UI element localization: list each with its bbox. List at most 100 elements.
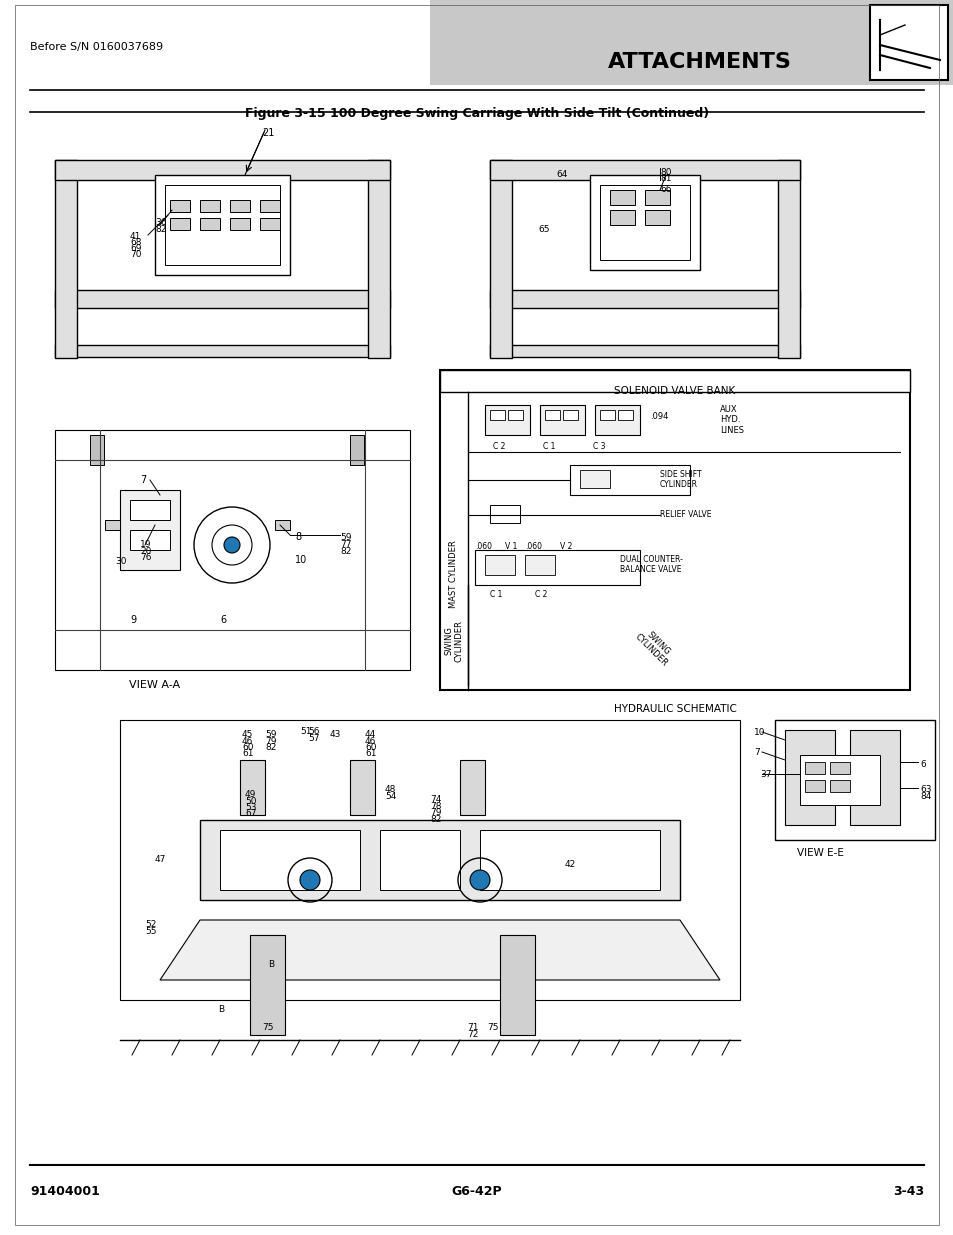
Text: RELIEF VALVE: RELIEF VALVE — [659, 510, 711, 519]
Text: SOLENOID VALVE BANK: SOLENOID VALVE BANK — [614, 387, 735, 396]
Text: 52: 52 — [145, 920, 156, 929]
Text: 77: 77 — [339, 540, 351, 550]
Text: DUAL COUNTER-
BALANCE VALVE: DUAL COUNTER- BALANCE VALVE — [619, 555, 682, 574]
Bar — [350, 760, 375, 815]
Text: .060: .060 — [524, 542, 541, 551]
Text: 82: 82 — [154, 225, 166, 233]
Text: 69: 69 — [130, 245, 141, 253]
Bar — [490, 161, 512, 358]
Bar — [784, 730, 834, 825]
Text: 41: 41 — [130, 232, 141, 241]
Bar — [800, 755, 879, 805]
Bar — [170, 200, 190, 212]
Bar — [120, 490, 180, 571]
Bar — [368, 161, 390, 358]
Bar — [579, 471, 609, 488]
Text: 10: 10 — [753, 727, 764, 737]
Bar — [479, 830, 659, 890]
Circle shape — [224, 537, 240, 553]
Bar — [562, 410, 578, 420]
Text: 49: 49 — [245, 790, 256, 799]
Bar — [569, 466, 689, 495]
Bar — [130, 530, 170, 550]
Bar — [154, 175, 290, 275]
Bar — [618, 410, 633, 420]
Text: 59: 59 — [265, 730, 276, 739]
Bar — [849, 730, 899, 825]
Text: MAST CYLINDER: MAST CYLINDER — [449, 540, 458, 608]
Text: 7: 7 — [753, 748, 759, 757]
Bar — [490, 345, 800, 357]
Bar — [55, 345, 390, 357]
Bar — [439, 370, 909, 391]
Text: 9: 9 — [130, 615, 136, 625]
Bar — [804, 762, 824, 774]
Text: 82: 82 — [265, 743, 276, 752]
Text: C 3: C 3 — [593, 442, 605, 451]
Text: 54: 54 — [385, 792, 395, 802]
Text: 19: 19 — [140, 540, 152, 550]
Text: 36: 36 — [154, 219, 167, 227]
Text: 55: 55 — [145, 927, 156, 936]
Text: 78: 78 — [430, 802, 441, 811]
Text: HYDRAULIC SCHEMATIC: HYDRAULIC SCHEMATIC — [613, 704, 736, 714]
Bar — [644, 190, 669, 205]
Text: 6: 6 — [220, 615, 226, 625]
Bar — [439, 370, 909, 690]
Bar — [490, 290, 800, 308]
Text: 81: 81 — [659, 174, 671, 183]
Text: C 1: C 1 — [542, 442, 555, 451]
Text: SWING
CYLINDER: SWING CYLINDER — [444, 620, 463, 662]
Text: 60: 60 — [365, 743, 376, 752]
Bar — [829, 762, 849, 774]
Text: 82: 82 — [430, 815, 441, 824]
Text: 70: 70 — [130, 249, 141, 259]
Bar — [120, 720, 740, 1000]
Text: 46: 46 — [242, 737, 253, 746]
Text: 64: 64 — [556, 170, 567, 179]
Text: 84: 84 — [919, 792, 930, 802]
Bar — [430, 0, 953, 85]
Bar — [484, 555, 515, 576]
Text: 75: 75 — [262, 1023, 274, 1032]
Bar — [595, 405, 639, 435]
Bar — [200, 820, 679, 900]
Text: 37: 37 — [760, 769, 771, 779]
Bar — [250, 935, 285, 1035]
Bar — [778, 161, 800, 358]
Bar — [524, 555, 555, 576]
Text: 60: 60 — [242, 743, 253, 752]
Text: 71: 71 — [467, 1023, 478, 1032]
Bar — [55, 290, 390, 308]
Text: Figure 3-15 100 Degree Swing Carriage With Side Tilt (Continued): Figure 3-15 100 Degree Swing Carriage Wi… — [245, 107, 708, 120]
Bar — [55, 161, 390, 180]
Text: 61: 61 — [242, 748, 253, 758]
Text: 20: 20 — [140, 547, 152, 556]
Text: 42: 42 — [564, 860, 576, 869]
Bar — [130, 500, 170, 520]
Text: 10: 10 — [294, 555, 307, 564]
Text: 43: 43 — [330, 730, 341, 739]
Bar — [459, 760, 484, 815]
Bar — [869, 5, 947, 80]
Bar — [350, 435, 364, 466]
Bar — [170, 219, 190, 230]
Bar — [475, 550, 639, 585]
Text: B: B — [218, 1005, 224, 1014]
Bar — [599, 185, 689, 261]
Bar — [589, 175, 700, 270]
Text: 47: 47 — [154, 855, 166, 864]
Text: 76: 76 — [140, 553, 152, 562]
Text: 72: 72 — [467, 1030, 477, 1039]
Bar — [230, 200, 250, 212]
Text: VIEW E-E: VIEW E-E — [796, 848, 842, 858]
Circle shape — [299, 869, 319, 890]
Text: V 1: V 1 — [504, 542, 517, 551]
Text: 6: 6 — [919, 760, 924, 769]
Text: C 2: C 2 — [493, 442, 505, 451]
Text: AUX
HYD.
LINES: AUX HYD. LINES — [720, 405, 743, 435]
Text: 3-43: 3-43 — [892, 1186, 923, 1198]
Text: 74: 74 — [430, 795, 441, 804]
Text: 61: 61 — [365, 748, 376, 758]
Text: V 2: V 2 — [559, 542, 572, 551]
